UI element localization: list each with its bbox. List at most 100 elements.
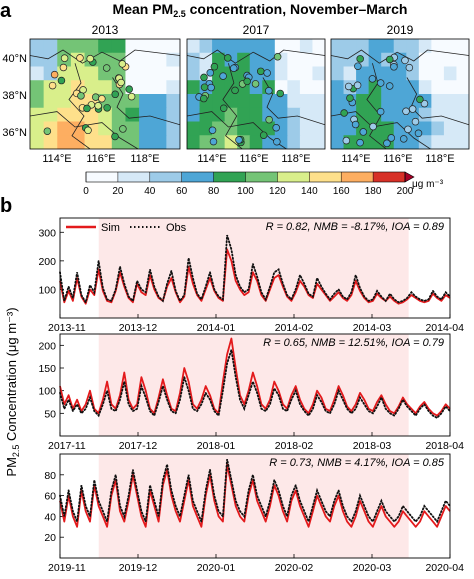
station-marker [356,55,364,63]
map-cell [224,135,238,149]
map-cell [443,135,458,149]
y-tick-label: 200 [38,256,56,268]
station-marker [243,77,251,86]
map-cell [166,39,180,54]
map-cell [30,80,45,95]
map-cell [356,107,370,123]
map-cell [431,94,445,109]
map-cell [443,66,458,81]
station-marker [259,131,268,139]
station-marker [119,125,127,133]
colorbar-segment [213,172,246,182]
map-cell [199,52,213,68]
panel-b-label: b [0,195,12,217]
map-cell [199,107,213,123]
map-cell [299,135,314,149]
station-marker [273,53,282,61]
map-cell [152,94,167,109]
map-cell [125,39,140,54]
panel-b-ylabel: PM2.5 Concentration (μg m⁻³) [4,307,21,476]
map-cell [249,135,263,149]
map-cell [57,135,72,149]
x-tick-label: 2013-11 [48,322,86,334]
station-marker [359,128,368,136]
timeseries-2013: 100 200 300 2013-11 2013-12 2014-01 2014-02 201… [38,217,464,334]
x-tick-label: 2014-03 [353,322,392,334]
station-marker [84,126,92,135]
station-marker [208,126,217,135]
station-marker [98,94,106,103]
map-cell [331,94,345,109]
map-cell [418,80,432,95]
colorbar: 0 20 40 60 80 100 120 140 160 180 200 [83,171,415,197]
colorbar-tick-label: 200 [397,186,414,197]
map-cell [312,94,325,109]
map-cell [139,80,154,95]
station-marker [401,56,409,65]
x-tick-label: 2013-12 [119,322,158,334]
map-cell [262,39,276,54]
title-rest: concentration, November–March [186,1,408,17]
series-obs-line [59,234,451,305]
station-marker [376,79,385,87]
station-marker [265,115,273,124]
station-marker [402,107,410,116]
map-cell [299,66,314,81]
map-cell [98,39,113,54]
map-cell [152,107,167,123]
station-marker [346,94,354,102]
colorbar-tick-label: 40 [144,186,156,197]
map-cell [237,39,251,54]
stats-annotation: R = 0.73, NMB = 4.17%, IOA = 0.85 [269,457,445,469]
map-cell [57,107,72,123]
map-cell [381,107,395,123]
map-boundary-line [331,111,431,149]
map-cell [443,80,458,95]
station-marker [48,81,57,90]
colorbar-tick-label: 0 [83,186,89,197]
station-marker [344,82,353,91]
legend-obs-label: Obs [166,222,187,234]
map-cell [406,135,420,149]
colorbar-tick-label: 20 [112,186,124,197]
station-marker [404,125,412,134]
map-cell [299,39,314,54]
map-cell [84,66,99,81]
lon-label-map1-114: 114°E [42,153,71,165]
station-marker [411,117,420,126]
colorbar-tick-label: 140 [301,186,318,197]
series-obs-line [59,459,451,526]
plot-frame [59,217,451,319]
y-tick-label: 60 [44,491,56,503]
station-marker [340,109,348,117]
map-cell [299,52,314,68]
map-cell [30,66,45,81]
map-cell [139,52,154,68]
map-cell [456,121,469,136]
map-boundary-line [68,63,91,149]
stats-annotation: R = 0.82, NMB = -8.17%, IOA = 0.89 [266,221,444,233]
map-cell [443,121,458,136]
station-marker [60,54,69,62]
map-cell [331,135,345,149]
station-marker [351,120,360,129]
lon-label-map2-116: 116°E [239,153,268,165]
station-marker [251,80,260,88]
colorbar-tick-label: 180 [365,186,382,197]
map-cell [224,107,238,123]
map-cell [299,80,314,95]
map-cell [187,39,201,54]
map-cell [312,66,325,81]
map-cell [249,107,263,123]
x-tick-label: 2014-04 [425,322,464,334]
map-cell [43,135,58,149]
map-cell [43,107,58,123]
map-cell [43,94,58,109]
map-cell [166,107,180,123]
station-marker [199,94,208,103]
station-marker [209,137,218,146]
map-cell [98,80,113,95]
map-cell [98,52,113,68]
map-cell [139,121,154,136]
map-cell [418,121,432,136]
